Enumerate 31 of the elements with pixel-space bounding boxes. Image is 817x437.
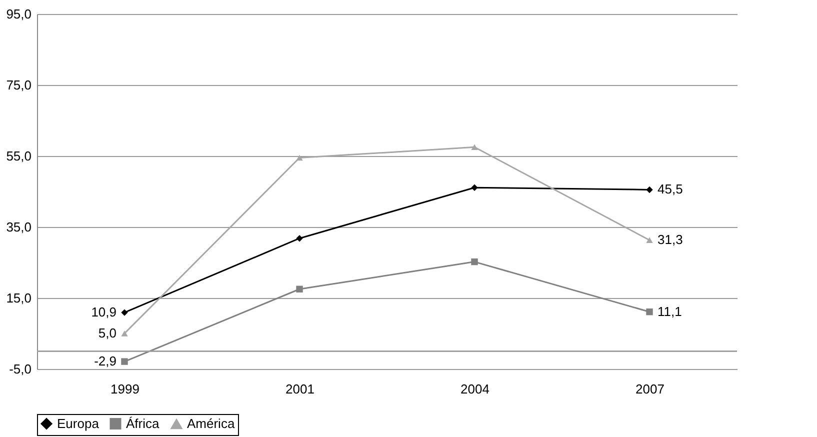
y-tick-label: 35,0 [6, 220, 32, 234]
y-tick-label: 75,0 [6, 78, 32, 92]
data-label: 5,0 [98, 326, 116, 340]
data-label: 10,9 [91, 304, 116, 320]
point [471, 258, 478, 266]
point [296, 154, 303, 161]
legend-label: Europa [57, 416, 100, 431]
legend-label: América [187, 416, 236, 432]
point [646, 186, 653, 194]
x-tick-label: 2001 [286, 382, 314, 396]
legend-label: África [126, 416, 160, 431]
point [121, 309, 128, 316]
x-tick-label: 2007 [636, 382, 664, 396]
data-label: -2,9 [94, 354, 116, 369]
point [296, 286, 303, 292]
point [121, 358, 128, 365]
y-tick-label: 15,0 [6, 290, 32, 306]
y-tick-label: 55,0 [6, 148, 32, 164]
point [471, 184, 478, 191]
data-label: 11,1 [658, 304, 682, 319]
point [471, 144, 478, 150]
y-tick-label: 95,0 [6, 6, 32, 22]
point [296, 235, 303, 242]
point [121, 330, 128, 336]
data-label: 31,3 [658, 232, 683, 248]
y-tick-label: -5,0 [9, 362, 32, 376]
point [646, 308, 653, 316]
data-label: 45,5 [658, 182, 683, 197]
point [646, 237, 653, 244]
x-tick-label: 1999 [110, 382, 140, 396]
x-tick-label: 2004 [460, 382, 490, 396]
